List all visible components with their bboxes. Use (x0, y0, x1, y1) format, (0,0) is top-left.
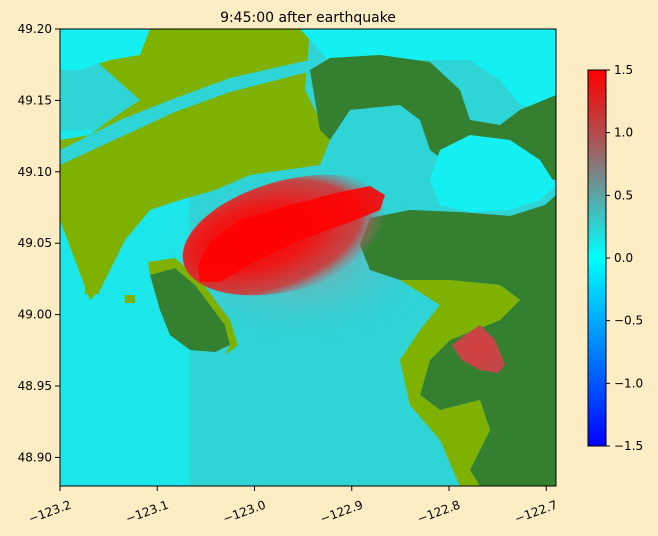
colorbar-tick-label: −0.5 (614, 314, 643, 328)
island-a (85, 280, 99, 294)
colorbar-tick-label: 0.0 (614, 251, 633, 265)
y-tick-label: 49.15 (18, 93, 52, 107)
colorbar-gradient (587, 69, 607, 447)
plot-area (60, 29, 556, 486)
y-tick-label: 49.05 (18, 236, 52, 250)
y-tick-label: 48.90 (18, 450, 52, 464)
plot-frame (59, 28, 557, 487)
island-b (125, 295, 135, 303)
x-tick-label: −122.9 (318, 498, 365, 526)
colorbar-tick-label: −1.0 (614, 376, 643, 390)
x-tick-label: −122.7 (513, 498, 560, 526)
north-lowland (60, 29, 330, 300)
island-d (70, 170, 80, 180)
x-tick-label: −123.1 (124, 498, 171, 526)
inundated-pond (452, 325, 505, 373)
y-axis: 48.90 48.95 49.00 49.05 49.10 49.15 49.20 (18, 22, 60, 464)
x-tick-label: −122.8 (416, 498, 463, 526)
north-water-patch (60, 29, 150, 70)
tsunami-wave-front (198, 186, 385, 282)
east-bay-water (430, 135, 556, 212)
x-tick-label: −123.2 (26, 498, 73, 526)
x-axis: −123.2 −123.1 −123.0 −122.9 −122.8 −122.7 (26, 486, 559, 526)
colorbar-tick-label: −1.5 (614, 439, 643, 453)
colorbar-tick-label: 1.0 (614, 126, 633, 140)
y-tick-label: 49.20 (18, 22, 52, 36)
river-channel (60, 58, 320, 165)
island-c (430, 100, 442, 112)
southwest-headland (150, 268, 230, 352)
colorbar-tick-label: 0.5 (614, 188, 633, 202)
peninsula-fringe (400, 280, 520, 486)
y-tick-label: 49.00 (18, 308, 52, 322)
y-tick-label: 49.10 (18, 165, 52, 179)
colorbar: −1.5 −1.0 −0.5 0.0 0.5 1.0 1.5 (587, 63, 643, 453)
y-tick-label: 48.95 (18, 379, 52, 393)
x-tick-label: −123.0 (221, 498, 268, 526)
northeast-water (300, 29, 556, 110)
colorbar-tick-label: 1.5 (614, 63, 633, 77)
chart-title: 9:45:00 after earthquake (220, 10, 396, 26)
